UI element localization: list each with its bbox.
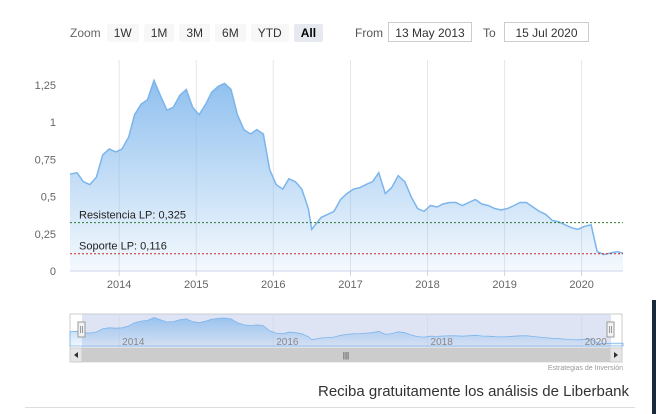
arrow-left-icon xyxy=(74,352,78,358)
scrollbar[interactable]: ||| xyxy=(69,347,623,363)
y-tick-label: 1 xyxy=(50,117,56,129)
to-date-input[interactable]: 15 Jul 2020 xyxy=(504,22,589,42)
zoom-bar: Zoom 1W 1M 3M 6M YTD All xyxy=(70,23,328,43)
x-tick-label: 2019 xyxy=(492,279,516,291)
footer-divider xyxy=(25,407,635,408)
navigator-series xyxy=(69,317,624,347)
annotation-label-1: Soporte LP: 0,116 xyxy=(79,241,167,253)
chart-credits[interactable]: Estrategias de Inversión xyxy=(548,365,623,372)
y-tick-label: 0,5 xyxy=(41,192,56,204)
navigator[interactable]: 2014 2016 2018 2020 xyxy=(69,313,624,349)
zoom-1m-button[interactable]: 1M xyxy=(143,24,175,42)
from-label: From xyxy=(355,26,383,40)
annotation-label-0: Resistencia LP: 0,325 xyxy=(79,210,186,222)
zoom-all-button[interactable]: All xyxy=(293,24,324,42)
navigator-x-axis: 2014 2016 2018 2020 xyxy=(122,337,607,348)
y-axis: 0 0,25 0,5 0,75 1 1,25 xyxy=(35,80,56,278)
navigator-right-handle[interactable] xyxy=(606,321,615,338)
from-date-input[interactable]: 13 May 2013 xyxy=(388,22,472,42)
x-tick-label: 2015 xyxy=(184,279,208,291)
zoom-label: Zoom xyxy=(70,26,101,40)
navigator-left-handle[interactable] xyxy=(77,321,86,338)
page-edge xyxy=(652,300,656,414)
x-tick-label: 2014 xyxy=(107,279,131,291)
series-line xyxy=(69,78,624,256)
arrow-right-icon xyxy=(614,352,618,358)
zoom-6m-button[interactable]: 6M xyxy=(215,24,246,42)
nav-x-tick-label: 2014 xyxy=(122,337,145,348)
scrollbar-grip: ||| xyxy=(343,351,349,360)
y-tick-label: 1,25 xyxy=(35,80,56,92)
zoom-1w-button[interactable]: 1W xyxy=(106,24,139,42)
annotations: Resistencia LP: 0,325 Soporte LP: 0,116 xyxy=(70,210,623,255)
zoom-3m-button[interactable]: 3M xyxy=(179,24,211,42)
x-tick-label: 2017 xyxy=(338,279,362,291)
x-tick-label: 2018 xyxy=(415,279,439,291)
x-tick-label: 2020 xyxy=(569,279,593,291)
y-tick-label: 0 xyxy=(50,266,56,278)
footer-cta[interactable]: Reciba gratuitamente los análisis de Lib… xyxy=(318,383,630,400)
y-tick-label: 0,75 xyxy=(35,154,56,166)
y-tick-label: 0,25 xyxy=(35,229,56,241)
series-area xyxy=(70,80,623,272)
x-axis: 2014 2015 2016 2017 2018 2019 2020 xyxy=(70,270,623,291)
zoom-ytd-button[interactable]: YTD xyxy=(250,24,289,42)
x-tick-label: 2016 xyxy=(261,279,285,291)
to-label: To xyxy=(483,26,496,40)
nav-x-tick-label: 2018 xyxy=(431,337,454,348)
nav-x-tick-label: 2016 xyxy=(276,337,299,348)
nav-x-tick-label: 2020 xyxy=(585,337,608,348)
